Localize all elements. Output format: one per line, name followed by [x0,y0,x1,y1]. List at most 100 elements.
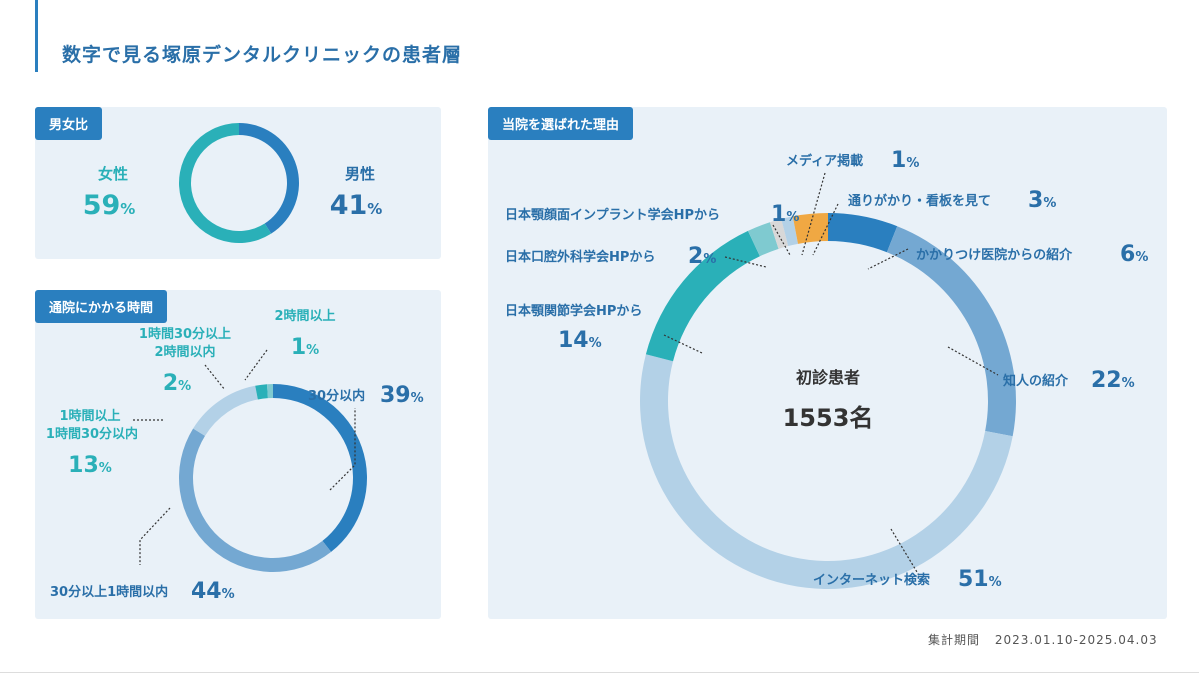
media-pct-value: 1 [891,148,906,173]
internet-pct: 51% [958,567,1002,592]
female-pct: 59% [83,190,136,221]
family-label: かかりつけ医院からの紹介 [916,247,1073,263]
media-pct-unit: % [906,156,919,171]
center-value: 1553名 [783,404,874,432]
leader-internet [890,528,921,578]
donut-slice-h1 [179,428,332,572]
donut-slice-passby [792,213,828,244]
donut-slice-friend [886,226,1016,437]
implant-pct-value: 1 [771,202,786,227]
commute-panel: 通院にかかる時間 2時間以上 1% 1時間30分以上 2時間以内 2% 1時間以… [35,290,441,619]
oral-pct: 2% [688,244,716,269]
leader-oral [724,256,767,268]
implant-pct: 1% [771,202,799,227]
female-pct-value: 59 [83,190,121,221]
internet-label: インターネット検索 [813,572,930,588]
friend-pct: 22% [1091,368,1135,393]
h2-label-a: 1時間30分以上 [139,326,231,342]
internet-pct-unit: % [989,575,1002,590]
oral-label: 日本口腔外科学会HPから [505,249,655,265]
within30-pct-value: 39 [380,383,411,408]
oral-pct-value: 2 [688,244,703,269]
leader-tmj [663,334,703,354]
leader-h1 [139,507,171,565]
donut-slice-family [828,213,898,253]
donut-slice-female [179,123,272,243]
reasons-chart: 初診患者 1553名 メディア掲載 1% 通りがかり・看板を見て 3% 日本顎顔… [505,148,1148,592]
male-pct-value: 41 [330,190,368,221]
reasons-leaders [663,172,999,578]
h1-30-pct: 13% [68,453,112,478]
h1-pct: 44% [191,579,235,604]
title-accent-bar [35,0,38,72]
tmj-pct-value: 14 [558,328,589,353]
h1-30-pct-unit: % [99,461,112,476]
over2-label: 2時間以上 [274,308,335,324]
leader-family [867,248,909,270]
within30-label: 30分以内 [308,388,365,404]
gender-panel-tag: 男女比 [35,107,103,140]
h2-pct: 2% [163,371,191,396]
donut-slice-internet [639,354,1013,590]
leader-implant [772,224,791,256]
family-pct-value: 6 [1120,242,1135,267]
h1-30-pct-value: 13 [68,453,99,478]
reasons-panel-tag: 当院を選ばれた理由 [488,107,634,140]
friend-label: 知人の紹介 [1003,373,1069,389]
donut-slice-h1-30 [193,385,258,436]
gender-chart: 女性 59% 男性 41% [83,123,383,243]
oral-pct-unit: % [703,252,716,267]
within30-pct: 39% [380,383,424,408]
donut-slice-media [781,216,799,247]
gender-panel: 男女比 女性 59% 男性 41% [35,107,441,259]
over2-pct-unit: % [306,343,319,358]
commute-chart: 2時間以上 1% 1時間30分以上 2時間以内 2% 1時間以上 1時間30分以… [46,308,424,604]
passby-pct-value: 3 [1028,188,1043,213]
over2-pct: 1% [291,335,319,360]
male-label: 男性 [345,165,375,183]
within30-pct-unit: % [411,391,424,406]
reasons-panel: 当院を選ばれた理由 初診患者 1553名 メディア掲載 1% 通りがかり・看板を… [488,107,1167,619]
friend-pct-value: 22 [1091,368,1122,393]
leader-friend [947,346,999,376]
passby-pct: 3% [1028,188,1056,213]
tmj-pct: 14% [558,328,602,353]
leader-within30 [329,408,356,491]
leader-h2 [204,364,226,391]
male-pct-unit: % [367,200,382,218]
h2-label-b: 2時間以内 [154,344,215,360]
donut-slice-over2 [267,384,273,399]
over2-pct-value: 1 [291,335,306,360]
h2-pct-unit: % [178,379,191,394]
passby-pct-unit: % [1043,196,1056,211]
h2-pct-value: 2 [163,371,178,396]
donut-slice-within30 [273,384,367,552]
h1-30-label-b: 1時間30分以内 [46,426,138,442]
donut-slice-implant [769,218,789,249]
friend-pct-unit: % [1122,376,1135,391]
implant-label: 日本顎顔面インプラント学会HPから [505,207,720,223]
donut-slice-tmj [645,230,760,362]
footer-label: 集計期間 [928,633,981,647]
tmj-label: 日本顎関節学会HPから [505,303,642,319]
leader-passby [812,203,839,256]
bottom-divider [0,672,1199,673]
female-pct-unit: % [120,200,135,218]
family-pct-unit: % [1135,250,1148,265]
commute-panel-tag: 通院にかかる時間 [35,290,168,323]
footer: 集計期間 2023.01.10-2025.04.03 [928,631,1158,648]
internet-pct-value: 51 [958,567,989,592]
h1-pct-value: 44 [191,579,222,604]
media-label: メディア掲載 [786,153,863,169]
passby-label: 通りがかり・看板を見て [848,193,991,209]
female-label: 女性 [98,165,128,183]
family-pct: 6% [1120,242,1148,267]
male-pct: 41% [330,190,383,221]
donut-slice-h2 [255,384,268,400]
h1-label: 30分以上1時間以内 [50,584,168,600]
donut-slice-male [239,123,300,234]
h1-pct-unit: % [222,587,235,602]
tmj-pct-unit: % [589,336,602,351]
page-title: 数字で見る塚原デンタルクリニックの患者層 [62,44,463,66]
leader-over2 [244,349,268,381]
